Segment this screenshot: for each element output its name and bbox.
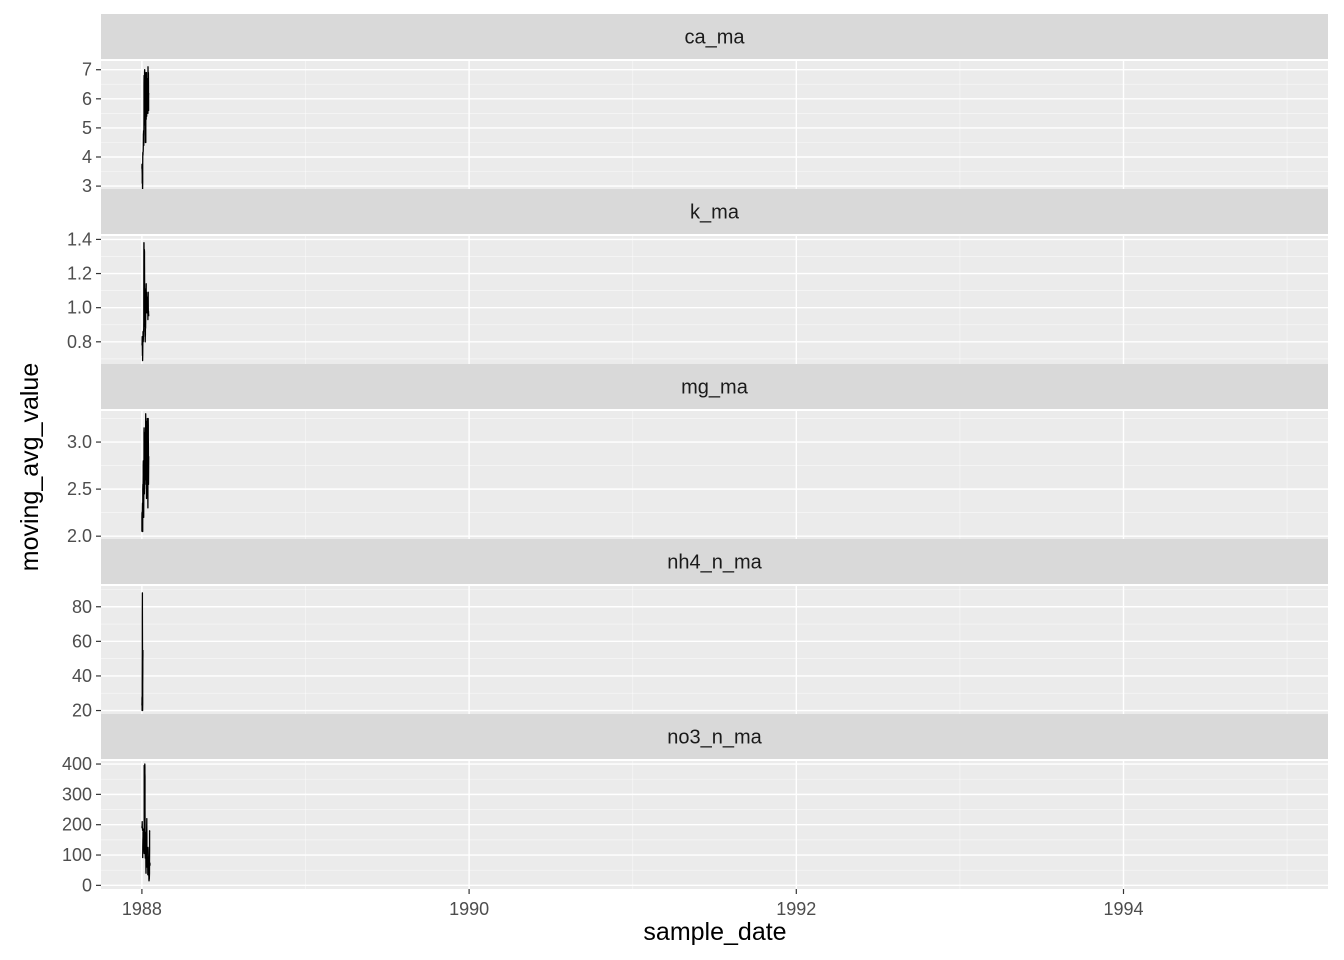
facet-k_ma: k_ma 0.8 1.0 1.2 1.4 bbox=[67, 189, 1328, 364]
facet-strip-label: no3_n_ma bbox=[667, 727, 762, 749]
x-tick-label: 1988 bbox=[122, 899, 162, 919]
y-tick-label: 60 bbox=[72, 631, 92, 651]
series-line-ca_ma bbox=[141, 66, 150, 190]
x-tick-label: 1990 bbox=[449, 899, 489, 919]
facet-mg_ma: mg_ma 2.0 2.5 3.0 bbox=[67, 364, 1328, 546]
facet-panels: ca_ma 3 4 5 6 7 k_ma 0.8 1.0 1.2 1.4 mg_ma 2.0 2.5 3.0… bbox=[62, 14, 1328, 895]
series-line-mg_ma bbox=[141, 413, 150, 533]
panel-background bbox=[101, 586, 1328, 714]
series-line-no3_n_ma bbox=[142, 763, 149, 876]
facet-strip-label: ca_ma bbox=[684, 27, 745, 49]
y-tick-label: 6 bbox=[82, 89, 92, 109]
facet-strip bbox=[101, 364, 1328, 409]
facet-strip-label: k_ma bbox=[690, 202, 740, 224]
y-tick-label: 5 bbox=[82, 118, 92, 138]
x-axis-title: sample_date bbox=[643, 918, 786, 946]
y-tick-label: 400 bbox=[62, 754, 92, 774]
y-tick-label: 0.8 bbox=[67, 332, 92, 352]
facet-strip bbox=[101, 714, 1328, 759]
facet-strip bbox=[101, 539, 1328, 584]
y-tick-label: 1.2 bbox=[67, 264, 92, 284]
x-axis: 1988 1990 1992 1994 bbox=[122, 889, 1144, 919]
y-tick-label: 1.0 bbox=[67, 298, 92, 318]
y-tick-label: 4 bbox=[82, 147, 92, 167]
y-tick-label: 7 bbox=[82, 60, 92, 80]
y-tick-label: 0 bbox=[82, 875, 92, 895]
series-line-k_ma bbox=[141, 242, 150, 362]
y-tick-label: 3 bbox=[82, 176, 92, 196]
y-tick-label: 200 bbox=[62, 815, 92, 835]
series-line-no3_n_ma bbox=[147, 830, 151, 882]
panel-background bbox=[101, 411, 1328, 539]
panel-background bbox=[101, 236, 1328, 364]
y-axis-title: moving_avg_value bbox=[16, 363, 44, 571]
x-tick-label: 1992 bbox=[776, 899, 816, 919]
x-tick-label: 1994 bbox=[1103, 899, 1143, 919]
y-tick-label: 300 bbox=[62, 784, 92, 804]
y-tick-label: 2.0 bbox=[67, 526, 92, 546]
y-tick-label: 3.0 bbox=[67, 432, 92, 452]
y-tick-label: 2.5 bbox=[67, 479, 92, 499]
facet-strip bbox=[101, 14, 1328, 59]
facet-strip-label: mg_ma bbox=[681, 377, 749, 399]
facet-nh4_n_ma: nh4_n_ma 20 40 60 80 bbox=[72, 539, 1328, 721]
y-tick-label: 20 bbox=[72, 701, 92, 721]
y-tick-label: 100 bbox=[62, 845, 92, 865]
facet-no3_n_ma: no3_n_ma 0 100 200 300 400 bbox=[62, 714, 1328, 895]
series-line-no3_n_ma bbox=[141, 821, 144, 831]
panel-background bbox=[101, 61, 1328, 189]
facet-ca_ma: ca_ma 3 4 5 6 7 bbox=[82, 14, 1328, 196]
facet-strip-label: nh4_n_ma bbox=[667, 552, 762, 574]
y-tick-label: 80 bbox=[72, 597, 92, 617]
series-line-nh4_n_ma bbox=[141, 592, 144, 712]
y-tick-label: 40 bbox=[72, 666, 92, 686]
y-tick-label: 1.4 bbox=[67, 229, 92, 249]
facet-strip bbox=[101, 189, 1328, 234]
